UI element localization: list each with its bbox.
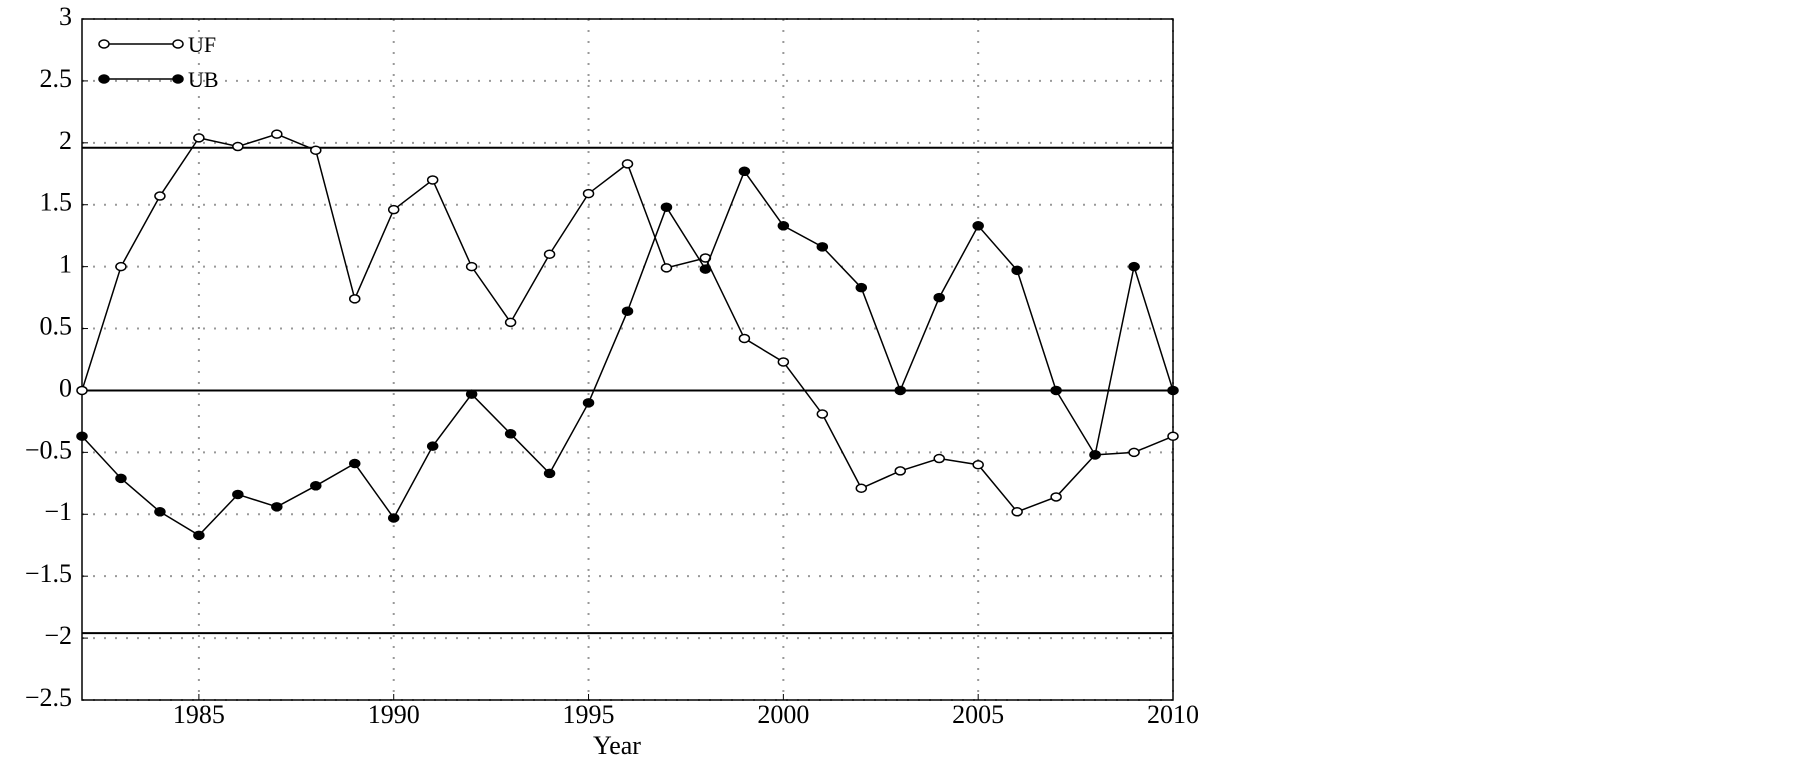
marker: [933, 292, 945, 303]
legend-label: UB: [188, 67, 219, 92]
marker: [1011, 507, 1023, 517]
marker: [660, 202, 673, 212]
marker: [426, 441, 439, 451]
marker: [1050, 492, 1062, 502]
y-tick-label: 0.5: [40, 312, 73, 341]
marker: [738, 333, 751, 344]
marker: [777, 221, 790, 231]
marker: [193, 530, 205, 541]
marker: [738, 166, 751, 177]
legend-marker: [98, 39, 110, 49]
marker: [504, 429, 517, 439]
legend-marker: [172, 74, 184, 84]
marker: [310, 145, 322, 155]
marker: [894, 466, 906, 476]
legend-marker: [172, 39, 184, 49]
marker: [894, 385, 906, 396]
plot-frame: [81, 18, 1174, 701]
marker: [582, 398, 595, 408]
legend-label: UF: [188, 32, 216, 57]
marker: [621, 159, 634, 169]
marker: [1011, 265, 1023, 276]
marker: [1167, 431, 1179, 442]
marker: [504, 317, 517, 328]
x-tick-label: 1990: [368, 700, 420, 729]
y-tick-label: 1.5: [40, 188, 73, 217]
marker: [76, 385, 88, 396]
marker: [387, 513, 400, 523]
y-tick-label: −1.5: [25, 559, 72, 588]
marker: [115, 473, 127, 484]
marker: [115, 261, 127, 272]
marker: [933, 453, 945, 464]
marker: [232, 141, 244, 152]
marker: [1128, 447, 1140, 458]
marker: [76, 431, 88, 442]
marker: [660, 263, 673, 273]
marker: [1128, 261, 1140, 272]
marker: [1167, 385, 1179, 396]
marker: [465, 261, 478, 272]
x-tick-label: 1995: [563, 700, 615, 729]
marker: [855, 282, 868, 293]
marker: [387, 204, 400, 215]
marker: [426, 175, 439, 185]
y-tick-label: −2: [44, 621, 72, 650]
x-axis-label: Year: [593, 731, 641, 760]
marker: [154, 507, 166, 517]
marker: [310, 481, 322, 491]
y-tick-label: −1: [44, 497, 72, 526]
marker: [972, 459, 984, 470]
x-tick-label: 2005: [952, 700, 1004, 729]
x-tick-label: 1985: [173, 700, 225, 729]
marker: [621, 306, 634, 316]
marker: [777, 357, 790, 367]
marker: [972, 221, 984, 231]
marker: [543, 249, 556, 260]
y-tick-label: 3: [59, 2, 72, 31]
marker: [855, 483, 868, 494]
series-line: [81, 169, 1174, 537]
marker: [582, 188, 595, 199]
marker: [154, 191, 166, 201]
marker: [816, 242, 829, 252]
y-tick-label: −0.5: [25, 435, 72, 464]
marker: [271, 502, 283, 512]
marker: [465, 389, 478, 399]
marker: [349, 458, 361, 469]
y-tick-label: 1: [59, 250, 72, 279]
marker: [232, 489, 244, 500]
x-tick-label: 2000: [757, 700, 809, 729]
marker: [349, 294, 361, 304]
marker: [271, 129, 283, 139]
marker: [699, 264, 712, 274]
x-tick-label: 2010: [1147, 700, 1199, 729]
marker: [816, 409, 829, 419]
series-line: [81, 133, 1174, 513]
marker: [543, 468, 556, 479]
y-tick-label: −2.5: [25, 683, 72, 712]
marker: [1050, 385, 1062, 396]
y-tick-label: 0: [59, 373, 72, 402]
marker: [193, 133, 205, 143]
y-tick-label: 2.5: [40, 64, 73, 93]
legend-marker: [98, 74, 110, 84]
y-tick-label: 2: [59, 126, 72, 155]
marker: [1089, 450, 1101, 460]
